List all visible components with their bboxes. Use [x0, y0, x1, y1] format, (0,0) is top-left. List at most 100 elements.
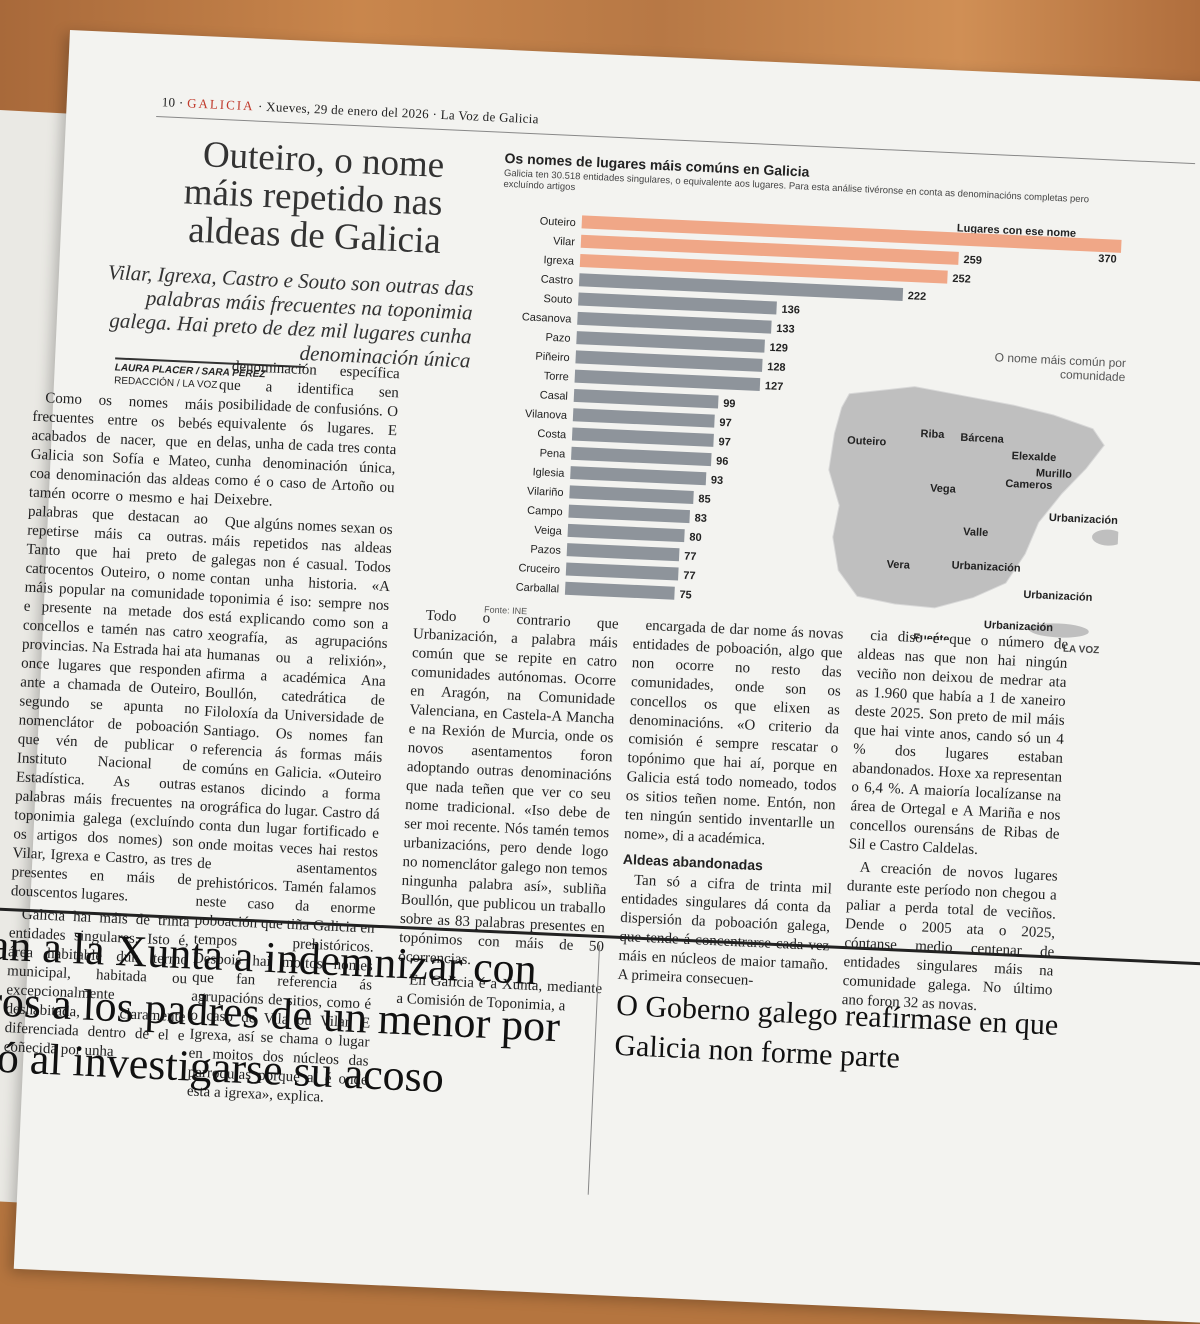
- category-label: Pazo: [545, 332, 571, 345]
- category-label: Costa: [537, 428, 567, 441]
- value-label: 85: [698, 493, 711, 506]
- folio-line: 10 · GALICIA · Xueves, 29 de enero del 2…: [161, 94, 540, 127]
- category-label: Vilanova: [525, 408, 568, 422]
- spain-map: [828, 386, 1105, 609]
- paragraph: Todo o contrario que Urbanización, a pal…: [397, 607, 619, 969]
- category-label: Souto: [543, 293, 572, 306]
- map-labels-group: Outeiro Riba Bárcena Elexalde MurilloCameros…: [847, 428, 1134, 646]
- map-label: Vera: [886, 559, 911, 572]
- paragraph: Tan só a cifra de trinta mil entidades s…: [617, 872, 833, 989]
- value-label: 77: [684, 551, 697, 564]
- value-label: 222: [908, 290, 927, 303]
- paper-name: La Voz de Galicia: [440, 106, 540, 127]
- value-label: 133: [776, 323, 795, 336]
- article-subhead: Vilar, Igrexa, Castro e Souto son outras…: [107, 259, 475, 373]
- bar: [570, 466, 707, 486]
- balearic-islands: [1092, 529, 1125, 546]
- value-label: 75: [679, 589, 692, 602]
- bar: [571, 427, 714, 447]
- category-label: Iglesia: [532, 466, 565, 479]
- map-label: Can: [1124, 503, 1134, 516]
- paragraph: denominación específica que a identifica…: [213, 358, 401, 510]
- value-label: 136: [781, 304, 800, 317]
- paragraph: A creación de novos lugares durante este…: [841, 859, 1058, 1015]
- canary-islands: [1028, 623, 1089, 638]
- category-label: Veiga: [534, 524, 563, 537]
- bar: [578, 273, 904, 301]
- chart-svg: Outeiro 370 Vilar 259 Igrexa 252 Castro 222 Sout…: [515, 215, 1134, 646]
- bar: [574, 369, 761, 392]
- map-label: Outeiro: [847, 435, 887, 449]
- value-label: 80: [689, 531, 702, 544]
- newspaper-page: 10 · GALICIA · Xueves, 29 de enero del 2…: [0, 30, 1200, 1324]
- value-label: 129: [769, 342, 788, 355]
- page-number: 10: [161, 94, 176, 110]
- map-label: Elexalde: [1011, 450, 1056, 464]
- value-label: 99: [723, 398, 736, 411]
- chart-source: Fonte: INE: [483, 604, 528, 617]
- bar: [572, 408, 715, 428]
- chart-credit: LA VOZ: [1062, 643, 1100, 657]
- category-label: Campo: [527, 505, 563, 519]
- bottom-headline-right: O Goberno galego reafírmase en que Galic…: [613, 988, 1059, 1075]
- category-label: Torre: [543, 370, 569, 383]
- paragraph: encargada de dar nome ás novas entidades…: [623, 617, 844, 849]
- paragraph: cia diso é que o número de aldeas nas qu…: [848, 627, 1069, 859]
- map-label: Valle: [963, 526, 989, 539]
- bar: [576, 331, 765, 353]
- desk-credit: REDACCIÓN / LA VOZ: [113, 375, 218, 392]
- category-label: Piñeiro: [535, 351, 570, 365]
- bar: [567, 523, 685, 543]
- value-label: 96: [716, 455, 729, 468]
- category-label: Pazos: [530, 544, 562, 557]
- bottom-headline-left: enan a la Xunta a indemnizar con euros a…: [0, 918, 562, 1103]
- category-label: Castro: [540, 274, 573, 287]
- map-label: Bárcena: [960, 432, 1005, 446]
- issue-date: Xueves, 29 de enero del 2026: [265, 98, 430, 122]
- article-headline: Outeiro, o nome máis repetido nas aldeas…: [182, 134, 446, 263]
- value-label: 128: [767, 361, 786, 374]
- value-label: 77: [683, 570, 696, 583]
- bar: [565, 562, 679, 581]
- bars-group: Outeiro 370 Vilar 259 Igrexa 252 Castro 222 Sout…: [515, 215, 1122, 602]
- map-label: Riba: [920, 428, 945, 441]
- map-label: Urbanización: [1049, 512, 1119, 527]
- bar: [578, 292, 777, 315]
- category-label: Igrexa: [543, 254, 575, 267]
- paragraph: Como os nomes máis frecuentes entre os b…: [10, 390, 214, 905]
- bar: [573, 388, 719, 409]
- bar: [580, 234, 959, 265]
- map-label: Vega: [930, 482, 957, 495]
- section-name: GALICIA: [186, 95, 255, 114]
- bar: [568, 504, 690, 524]
- category-label: Vilar: [553, 235, 576, 248]
- map-label: Cameros: [1005, 478, 1053, 492]
- value-label: 97: [719, 417, 732, 430]
- bar: [581, 215, 1122, 253]
- value-label: 83: [694, 512, 707, 525]
- category-label: Cruceiro: [518, 562, 560, 576]
- bar: [579, 253, 948, 284]
- category-label: Casal: [540, 389, 569, 402]
- map-label: Urbanización: [951, 560, 1021, 575]
- bar: [575, 350, 763, 372]
- category-label: Carballal: [515, 582, 559, 596]
- chart-graphic: Os nomes de lugares máis comúns en Galic…: [483, 150, 1134, 656]
- value-label: 252: [952, 273, 971, 286]
- value-label: 97: [718, 436, 731, 449]
- value-label: 259: [963, 254, 982, 267]
- category-label: Outeiro: [539, 216, 576, 230]
- bar: [571, 446, 712, 467]
- column-5: cia diso é que o número de aldeas nas qu…: [841, 626, 1068, 1023]
- bar: [564, 581, 675, 600]
- bar: [566, 543, 680, 562]
- map-label: Urbanización: [1023, 589, 1093, 604]
- map-label: Urbanización: [984, 619, 1054, 634]
- category-label: Pena: [539, 447, 566, 460]
- category-label: Casanova: [522, 311, 573, 325]
- bar: [577, 311, 772, 334]
- value-label: 370: [1098, 253, 1117, 266]
- value-label: 127: [765, 380, 784, 393]
- category-label: Vilariño: [527, 485, 564, 499]
- map-label: Murillo: [1036, 467, 1073, 481]
